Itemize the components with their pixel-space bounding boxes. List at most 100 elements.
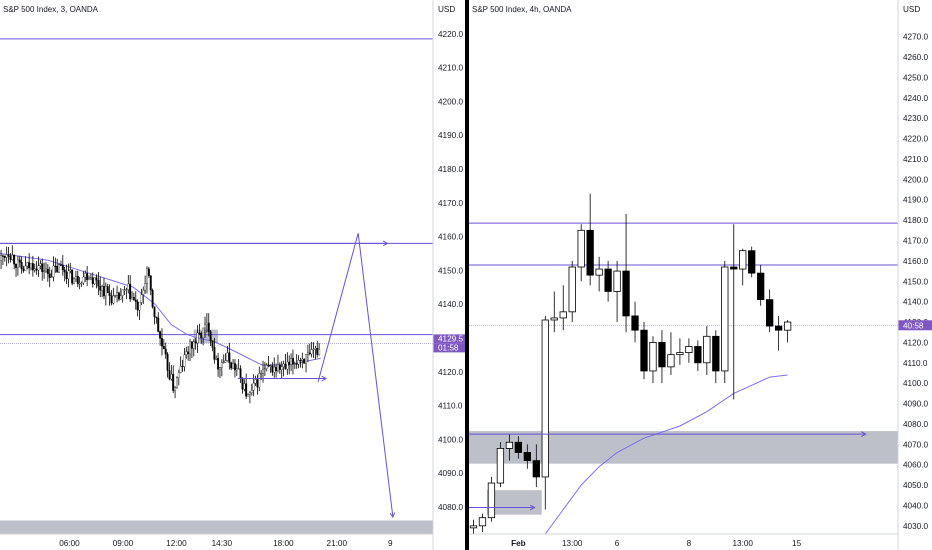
candle-body xyxy=(523,452,531,462)
y-tick-label: 4080.0 xyxy=(903,420,928,429)
supply-demand-zone xyxy=(469,431,898,464)
candle-body xyxy=(247,394,249,397)
y-tick-label: 4190.0 xyxy=(438,131,463,140)
candle xyxy=(3,255,6,262)
candle-body xyxy=(20,262,23,269)
y-tick-label: 4100.0 xyxy=(903,379,928,388)
x-tick-label: 8 xyxy=(687,539,692,548)
candle xyxy=(271,362,274,376)
candle-body xyxy=(35,268,38,271)
candle-body xyxy=(108,292,111,296)
chart-pane-3min[interactable]: 4080.04090.04100.04110.04120.04130.04140… xyxy=(0,0,465,550)
candle-body xyxy=(703,335,711,364)
candle-body xyxy=(174,387,177,391)
chart-3min-canvas[interactable]: 4080.04090.04100.04110.04120.04130.04140… xyxy=(0,0,465,550)
candle-body xyxy=(89,277,92,279)
candle-body xyxy=(45,268,47,272)
candle-body xyxy=(235,368,238,371)
candle-body xyxy=(153,306,156,318)
candle xyxy=(532,444,540,488)
candle xyxy=(20,256,23,274)
candle xyxy=(622,214,630,333)
candle xyxy=(69,262,72,274)
candle xyxy=(183,348,186,372)
y-tick-label: 4210.0 xyxy=(438,64,463,73)
candle-body xyxy=(694,346,702,364)
candle-body xyxy=(622,270,630,317)
candle-body xyxy=(305,354,307,364)
candle-body xyxy=(748,250,756,274)
candle-body xyxy=(299,360,302,362)
candle-body xyxy=(84,273,87,278)
candle xyxy=(478,513,487,532)
candle xyxy=(16,255,19,276)
candle-body xyxy=(3,255,6,258)
y-tick-label: 4040.0 xyxy=(903,501,928,510)
candle xyxy=(235,364,238,376)
candle xyxy=(89,273,92,281)
candle xyxy=(97,271,100,295)
candle-body xyxy=(559,311,567,319)
candle xyxy=(308,343,311,356)
candle-body xyxy=(149,275,152,291)
candle-body xyxy=(286,361,289,370)
candle xyxy=(676,338,684,365)
candle xyxy=(306,344,309,363)
candle xyxy=(514,436,522,459)
candle-body xyxy=(144,283,147,291)
candle-body xyxy=(123,289,126,291)
candle xyxy=(239,365,242,384)
candle xyxy=(550,291,558,333)
candle-body xyxy=(262,369,264,374)
countdown-tag xyxy=(898,320,932,331)
candle-body xyxy=(187,351,190,355)
candle-body xyxy=(260,372,263,375)
candle-body xyxy=(172,373,175,391)
candle-body xyxy=(116,292,119,296)
candle-body xyxy=(67,270,70,279)
candle-body xyxy=(18,259,21,263)
candle xyxy=(24,256,27,271)
y-tick-label: 4160.0 xyxy=(903,257,928,266)
candle xyxy=(7,246,10,264)
chart-4h-canvas[interactable]: 4030.0 4040.0 4050.0 4060.0 4070.0 4080.0 4090… xyxy=(469,0,932,550)
candle xyxy=(284,353,287,370)
countdown-value: 40:58 xyxy=(903,321,924,330)
chart-pane-4h[interactable]: 4030.0 4040.0 4050.0 4060.0 4070.0 4080.0 4090… xyxy=(469,0,932,550)
candle xyxy=(103,277,105,300)
candle-body xyxy=(95,277,98,281)
candle xyxy=(11,245,14,261)
candle-body xyxy=(131,297,133,300)
candle-body xyxy=(103,286,105,297)
pane-divider[interactable] xyxy=(465,0,469,550)
x-tick-label: 15 xyxy=(792,539,802,548)
candle-body xyxy=(667,354,675,368)
candle-body xyxy=(175,377,178,388)
candle xyxy=(247,393,249,397)
candle xyxy=(310,341,313,358)
candle xyxy=(277,354,279,373)
y-tick-label: 4200.0 xyxy=(438,97,463,106)
candle-body xyxy=(220,362,223,368)
candle-body xyxy=(316,348,319,356)
candle-body xyxy=(26,262,29,267)
candle xyxy=(312,342,315,358)
candle-body xyxy=(93,277,96,284)
candle xyxy=(140,288,143,306)
candle xyxy=(73,277,75,285)
candle xyxy=(28,253,31,275)
candle xyxy=(54,257,57,273)
candle-body xyxy=(106,286,109,293)
candle xyxy=(222,354,225,364)
y-tick-label: 4110.0 xyxy=(438,402,463,411)
candle-body xyxy=(271,365,274,373)
candle-body xyxy=(39,263,42,266)
x-tick-label: 14:30 xyxy=(212,539,233,548)
candle-body xyxy=(222,361,225,364)
candle xyxy=(252,374,255,397)
candle-body xyxy=(127,283,130,290)
y-tick-label: 4030.0 xyxy=(903,522,928,531)
last-price-value: 4129.5 xyxy=(438,335,463,344)
candle-body xyxy=(9,256,12,260)
candle-body xyxy=(318,349,321,356)
